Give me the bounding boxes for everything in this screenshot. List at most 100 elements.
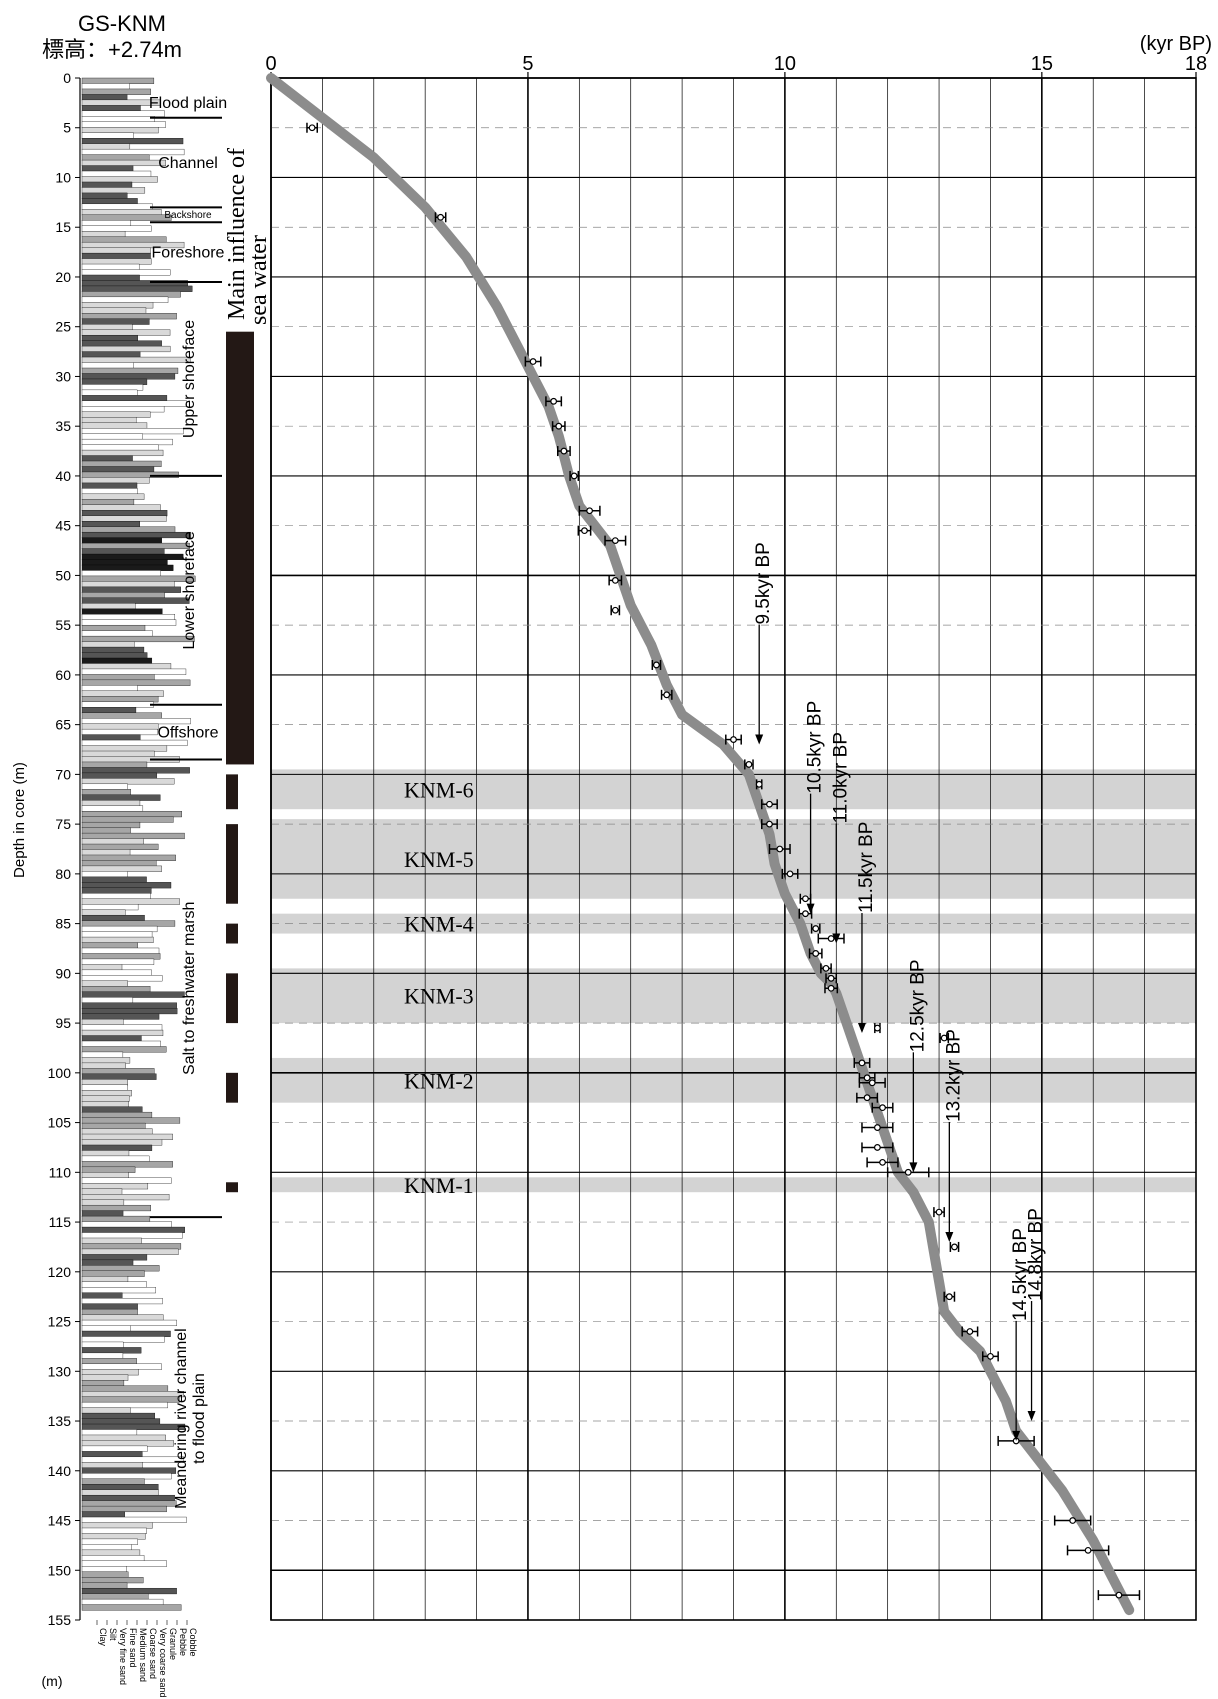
y-tick-label: 100 xyxy=(48,1065,72,1081)
date-point xyxy=(827,984,835,992)
sea-water-column xyxy=(226,331,254,1193)
lithology-bed xyxy=(81,1210,124,1217)
date-point xyxy=(1084,1546,1092,1554)
core-elevation: 標高：+2.74m xyxy=(42,37,182,62)
y-tick-label: 135 xyxy=(48,1413,72,1429)
lithology-bed xyxy=(81,351,141,358)
lithology-bed xyxy=(81,345,171,353)
lithology-bed xyxy=(81,274,140,281)
annotation-arrowhead xyxy=(1012,1430,1021,1441)
lithology-bed xyxy=(81,914,145,922)
lithology-bed xyxy=(81,1566,127,1573)
lithology-bed xyxy=(81,1522,153,1529)
lithology-bed xyxy=(81,192,128,199)
lithology-bed xyxy=(81,1276,129,1283)
lithology-bed xyxy=(81,143,131,150)
lithology-bed xyxy=(81,1177,172,1184)
lithology-bed xyxy=(81,83,130,90)
unit-label-knm-6: KNM-6 xyxy=(404,777,474,802)
lithology-bed xyxy=(81,1325,131,1332)
lithology-bed xyxy=(81,296,169,303)
lithology-bed xyxy=(81,1007,178,1015)
annotation-label: 13.2kyr BP xyxy=(943,1029,964,1122)
lithology-bed xyxy=(81,1462,143,1469)
lithology-bed xyxy=(81,997,134,1004)
lithology-bed xyxy=(81,318,150,325)
core-name: GS-KNM xyxy=(78,11,166,36)
lithology-bed xyxy=(81,734,141,741)
lithology-bed xyxy=(81,187,146,194)
lithology-bed xyxy=(81,794,161,801)
lithology-bed xyxy=(81,477,150,484)
lithology-bed xyxy=(81,925,158,933)
lithology-bed xyxy=(81,1111,153,1119)
lithology-bed xyxy=(81,553,184,560)
lithology-bed xyxy=(81,1002,177,1009)
lithology-bed xyxy=(81,510,168,517)
lithology-bed xyxy=(81,723,159,730)
y-tick-label: 115 xyxy=(49,1214,72,1230)
lithology-bed xyxy=(81,624,146,632)
lithology-bed xyxy=(81,679,191,686)
date-point xyxy=(940,1034,948,1042)
lithology-bed xyxy=(81,1516,187,1523)
x-axis-unit-label: (kyr BP) xyxy=(1140,33,1212,55)
date-point xyxy=(812,950,820,957)
sea-water-bar xyxy=(226,923,238,944)
x-axis-ticks: 0 5 10 15 18 xyxy=(265,53,1207,78)
lithology-bed xyxy=(81,1571,129,1578)
lithology-bed xyxy=(81,324,133,331)
lithology-bed xyxy=(81,1024,163,1031)
lithology-bed xyxy=(81,1232,183,1239)
lithology-bed xyxy=(81,931,153,938)
lithology-bed xyxy=(81,1084,128,1091)
y-tick-label: 55 xyxy=(55,617,71,633)
lithology-bed xyxy=(81,1029,164,1037)
lithology-bed xyxy=(81,1440,174,1447)
lithology-bed xyxy=(81,1161,173,1168)
lithology-bed xyxy=(81,1489,159,1496)
lithology-bed xyxy=(81,838,144,845)
lithology-bed xyxy=(81,356,191,363)
lithology-bed xyxy=(81,460,162,467)
date-point xyxy=(987,1352,994,1360)
sea-water-bar xyxy=(226,824,238,904)
lithology-bed xyxy=(81,1423,186,1430)
y-tick-label: 40 xyxy=(55,468,71,484)
lithology-bed xyxy=(81,1254,148,1261)
lithology-bed xyxy=(81,455,133,462)
lithology-bed xyxy=(81,876,147,883)
annotation-label: 12.5kyr BP xyxy=(907,959,928,1052)
lithology-bed xyxy=(81,641,135,648)
lithology-bed xyxy=(81,701,154,708)
lithology-bed xyxy=(81,373,176,380)
lithology-bed xyxy=(81,127,159,134)
lithology-bed xyxy=(81,1604,182,1611)
facies-column: Flood plain Channel Backshore Foreshore Uppe… xyxy=(149,95,227,1509)
lithology-bed xyxy=(81,252,151,260)
date-point xyxy=(786,870,794,878)
date-point xyxy=(730,736,737,743)
lithology-bed xyxy=(81,1062,126,1069)
lithology-bed xyxy=(81,1598,164,1606)
lithology-bed xyxy=(81,203,153,210)
lithology-bed xyxy=(81,1204,151,1212)
lithology-bed xyxy=(81,772,158,779)
unit-labels: KNM-6 KNM-5 KNM-4 KNM-3 KNM-2 KNM-1 xyxy=(404,777,474,1197)
lithology-bed xyxy=(81,1527,147,1534)
lithology-bed xyxy=(81,1445,148,1452)
lithology-bed xyxy=(81,1090,132,1097)
annotation-arrowhead xyxy=(945,1231,954,1242)
lithology-bed xyxy=(81,1237,142,1244)
plot-area: 0 5 10 15 18 KNM-6KNM-5KNM-4KNM-3KNM-2KNM-1 … xyxy=(265,53,1207,1621)
lithology-bed xyxy=(81,657,153,664)
date-point xyxy=(879,1158,886,1166)
lithology-bed xyxy=(81,1505,167,1513)
lithology-bed xyxy=(81,214,172,221)
facies-label-line: to flood plain xyxy=(191,1373,208,1464)
lithology-bed xyxy=(81,871,128,878)
lithology-bed xyxy=(81,980,128,987)
lithology-bed xyxy=(81,898,180,905)
date-point xyxy=(529,358,537,365)
